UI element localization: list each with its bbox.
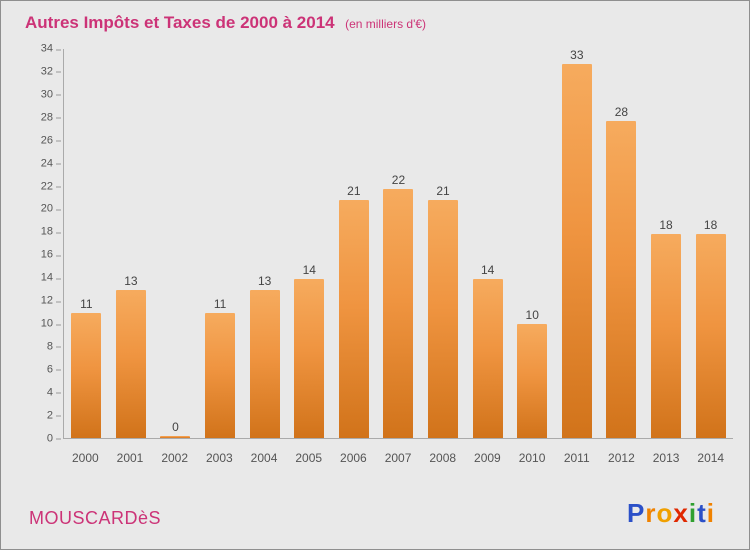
x-tick-label: 2010 (518, 450, 546, 465)
bar-value-label: 13 (124, 274, 138, 289)
bar (651, 233, 682, 438)
bar (428, 199, 459, 438)
y-tick-label: 16 (41, 249, 63, 261)
x-tick-label: 2000 (71, 450, 99, 465)
bar-column: 14 (465, 264, 510, 438)
x-axis: 2000 2001 2002 2003 2004 2005 2006 2007 2008 2009… (63, 439, 733, 465)
bar-value-label: 18 (703, 217, 718, 232)
y-tick-label: 28 (41, 112, 63, 123)
x-tick-label: 2014 (697, 450, 725, 465)
bar-value-label: 14 (302, 263, 316, 278)
bar-value-label: 11 (213, 297, 227, 312)
bar-value-label: 10 (525, 308, 539, 323)
bar (695, 233, 726, 438)
chart-subtitle: (en milliers d'€) (345, 17, 427, 31)
bar-column: 21 (421, 185, 466, 438)
plot-area: 11 13 0 11 13 14 21 22 21 14 10 33 28 18 18 (63, 49, 733, 439)
y-tick-label: 18 (41, 226, 63, 238)
bar (205, 313, 236, 438)
x-tick-label: 2011 (563, 450, 590, 465)
bar (115, 290, 146, 438)
bar-value-label: 28 (614, 104, 629, 119)
y-tick-label: 34 (41, 43, 63, 55)
y-tick-label: 12 (41, 295, 63, 307)
bar (338, 199, 369, 438)
y-tick-label: 26 (41, 135, 63, 146)
logo-letter: P (627, 498, 646, 528)
bar-column: 13 (242, 274, 287, 438)
bar-column: 33 (555, 49, 600, 438)
logo-letter: i (706, 498, 715, 528)
bar-column: 21 (332, 185, 377, 438)
x-tick-label: 2007 (384, 450, 412, 465)
y-tick-label: 6 (47, 364, 63, 375)
y-tick-label: 0 (47, 433, 63, 444)
bar-value-label: 14 (480, 263, 495, 278)
bar-value-label: 0 (172, 419, 179, 434)
y-tick-label: 24 (41, 158, 63, 169)
bar-column: 18 (644, 219, 689, 438)
bar (249, 290, 280, 438)
logo-letter: i (688, 498, 698, 528)
y-tick-label: 8 (47, 341, 63, 352)
x-tick-label: 2002 (161, 450, 189, 465)
place-name: MOUSCARDèS (29, 508, 162, 528)
y-axis: 0 2 4 6 8 10 12 14 16 18 20 22 24 26 28 30 32 34 (15, 43, 63, 444)
x-tick-label: 2006 (340, 450, 367, 465)
bar-value-label: 21 (347, 183, 361, 198)
bar-value-label: 11 (80, 297, 93, 312)
bar-chart: 0 2 4 6 8 10 12 14 16 18 20 22 24 26 28 30 32 34 11 13 0 11 1… (15, 43, 733, 465)
x-tick-label: 2005 (295, 450, 323, 465)
bar (71, 313, 102, 438)
bar-column: 18 (688, 219, 733, 438)
logo-letter: x (673, 498, 689, 528)
bar-column: 10 (510, 308, 555, 438)
y-tick-label: 30 (41, 89, 63, 100)
y-tick-label: 4 (47, 387, 63, 398)
bar (561, 64, 592, 438)
chart-footer: MOUSCARDèS Proxiti (29, 498, 715, 529)
bar-value-label: 18 (659, 217, 673, 232)
x-tick-label: 2003 (206, 450, 233, 465)
y-tick-label: 14 (41, 272, 63, 284)
x-tick-label: 2012 (608, 450, 635, 465)
chart-title: Autres Impôts et Taxes de 2000 à 2014 (25, 13, 335, 32)
logo-letter: o (656, 498, 674, 528)
bar (472, 279, 503, 438)
bar-column: 0 (153, 421, 198, 438)
bar-value-label: 13 (257, 274, 272, 289)
bar-column: 28 (599, 106, 644, 438)
y-tick-label: 2 (47, 410, 63, 421)
bar-column: 11 (64, 298, 109, 438)
proxiti-logo: Proxiti (627, 498, 715, 529)
bar-value-label: 33 (570, 48, 584, 62)
bar-column: 13 (109, 274, 154, 438)
y-tick-label: 32 (41, 66, 63, 77)
x-tick-label: 2008 (429, 450, 457, 465)
x-tick-label: 2004 (250, 450, 278, 465)
bar-value-label: 21 (436, 183, 450, 198)
bar-value-label: 22 (391, 172, 406, 187)
bar-column: 11 (198, 298, 243, 438)
y-tick-label: 20 (41, 203, 63, 215)
x-tick-label: 2013 (652, 450, 680, 465)
logo-letter: t (697, 498, 707, 528)
bar (517, 324, 548, 438)
bar-column: 22 (376, 174, 421, 438)
y-tick-label: 10 (41, 318, 63, 330)
bar (294, 279, 325, 438)
bar-column: 14 (287, 264, 332, 438)
x-tick-label: 2009 (474, 450, 501, 465)
x-tick-label: 2001 (116, 450, 144, 465)
bar (160, 435, 191, 438)
chart-header: Autres Impôts et Taxes de 2000 à 2014 (e… (25, 13, 729, 33)
logo-letter: r (645, 498, 657, 528)
bar (606, 120, 637, 438)
y-tick-label: 22 (41, 181, 63, 192)
bar (383, 188, 414, 438)
